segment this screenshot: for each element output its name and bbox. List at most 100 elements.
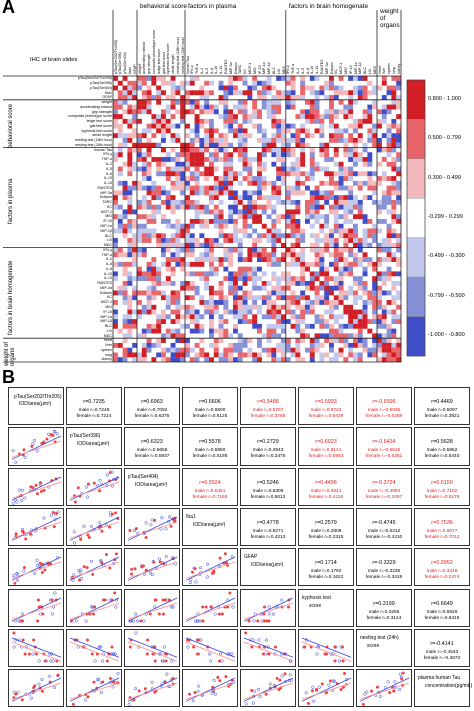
heatmap-cell	[305, 133, 310, 139]
heatmap-cell	[396, 128, 402, 134]
heatmap-cell	[233, 114, 238, 119]
heatmap-cell	[127, 137, 133, 143]
heatmap-cell	[137, 314, 142, 320]
heatmap-cell	[324, 309, 330, 315]
heatmap-cell	[180, 257, 186, 262]
heatmap-cell	[194, 314, 200, 320]
correlation-r-value: r=-0.3329	[372, 560, 396, 567]
heatmap-cell	[348, 309, 354, 315]
heatmap-cell	[156, 233, 162, 239]
heatmap-cell	[247, 352, 253, 358]
heatmap-cell	[357, 261, 363, 267]
heatmap-cell	[237, 247, 243, 253]
male-data-point	[16, 690, 20, 694]
heatmap-cell	[156, 76, 162, 81]
female-r-value: female r=-0.3673	[423, 655, 461, 661]
heatmap-cell	[237, 338, 243, 344]
male-data-point	[79, 577, 83, 581]
male-data-point	[393, 680, 397, 684]
heatmap-cell	[141, 104, 147, 110]
female-data-point	[201, 618, 205, 623]
heatmap-cell	[170, 85, 176, 91]
heatmap-cell	[367, 319, 373, 324]
heatmap-cell	[257, 342, 262, 348]
heatmap-cell	[257, 266, 262, 272]
heatmap-cell	[209, 323, 214, 329]
heatmap-cell	[314, 319, 320, 324]
heatmap-cell	[257, 90, 262, 96]
heatmap-cell	[300, 261, 306, 267]
heatmap-cell	[285, 285, 291, 291]
heatmap-cell	[141, 276, 147, 282]
female-data-point	[262, 618, 266, 623]
male-data-point	[327, 683, 331, 687]
female-r-value: female r=0.5439	[308, 414, 344, 419]
heatmap-cell	[386, 152, 392, 158]
heatmap-cell	[237, 252, 243, 258]
heatmap-cell	[132, 209, 138, 215]
heatmap-cell	[151, 357, 157, 363]
heatmap-cell	[242, 114, 248, 119]
heatmap-cell	[333, 90, 339, 96]
heatmap-cell	[305, 185, 310, 191]
heatmap-cell	[194, 209, 200, 215]
heatmap-cell	[165, 333, 171, 339]
heatmap-column-label: RANTES	[224, 59, 228, 74]
heatmap-cell	[199, 171, 205, 177]
heatmap-cell	[247, 290, 253, 296]
male-data-point	[29, 696, 33, 700]
heatmap-cell	[185, 228, 190, 234]
heatmap-cell	[252, 85, 258, 91]
heatmap-cell	[180, 176, 186, 181]
heatmap-cell	[151, 214, 157, 220]
heatmap-cell	[204, 304, 210, 310]
heatmap-cell	[252, 157, 258, 162]
heatmap-cell	[333, 314, 339, 320]
heatmap-cell	[333, 171, 339, 177]
heatmap-cell	[338, 199, 344, 205]
heatmap-cell	[252, 99, 258, 105]
female-data-point	[267, 652, 271, 656]
female-data-point	[39, 489, 44, 493]
heatmap-cell	[252, 247, 258, 253]
heatmap-cell	[151, 290, 157, 296]
heatmap-cell	[228, 114, 234, 119]
female-data-point	[31, 485, 35, 489]
heatmap-cell	[233, 223, 238, 229]
heatmap-cell	[127, 261, 133, 267]
heatmap-cell	[290, 300, 296, 305]
heatmap-cell	[309, 233, 315, 239]
heatmap-cell	[175, 228, 181, 234]
heatmap-cell	[185, 199, 190, 205]
heatmap-cell	[170, 319, 176, 324]
scatter-cell	[8, 669, 64, 708]
heatmap-column-label: MIP-3α	[228, 62, 233, 74]
heatmap-cell	[343, 214, 349, 220]
heatmap-cell	[161, 109, 166, 115]
heatmap-cell	[122, 338, 128, 344]
correlation-cell: r=0.2729 male r=0.2943 female r=0.2475	[240, 427, 296, 466]
heatmap-cell	[261, 147, 267, 153]
heatmap-cell	[137, 147, 142, 153]
heatmap-cell	[233, 171, 238, 177]
heatmap-cell	[252, 357, 258, 363]
heatmap-cell	[285, 195, 291, 201]
heatmap-cell	[199, 223, 205, 229]
heatmap-cell	[329, 109, 334, 115]
female-data-point	[341, 685, 346, 689]
male-data-point	[31, 652, 35, 656]
heatmap-cell	[285, 166, 291, 172]
heatmap-row-label: MDC	[103, 333, 112, 338]
heatmap-cell	[314, 209, 320, 215]
heatmap-cell	[381, 352, 387, 358]
heatmap-cell	[146, 123, 152, 129]
heatmap-cell	[237, 295, 243, 301]
heatmap-cell	[276, 176, 282, 181]
heatmap-cell	[165, 95, 171, 100]
heatmap-cell	[391, 252, 397, 258]
male-data-point	[20, 488, 24, 492]
male-data-point	[312, 699, 316, 703]
heatmap-cell	[357, 352, 363, 358]
heatmap-cell	[329, 123, 334, 129]
heatmap-cell	[362, 242, 368, 248]
